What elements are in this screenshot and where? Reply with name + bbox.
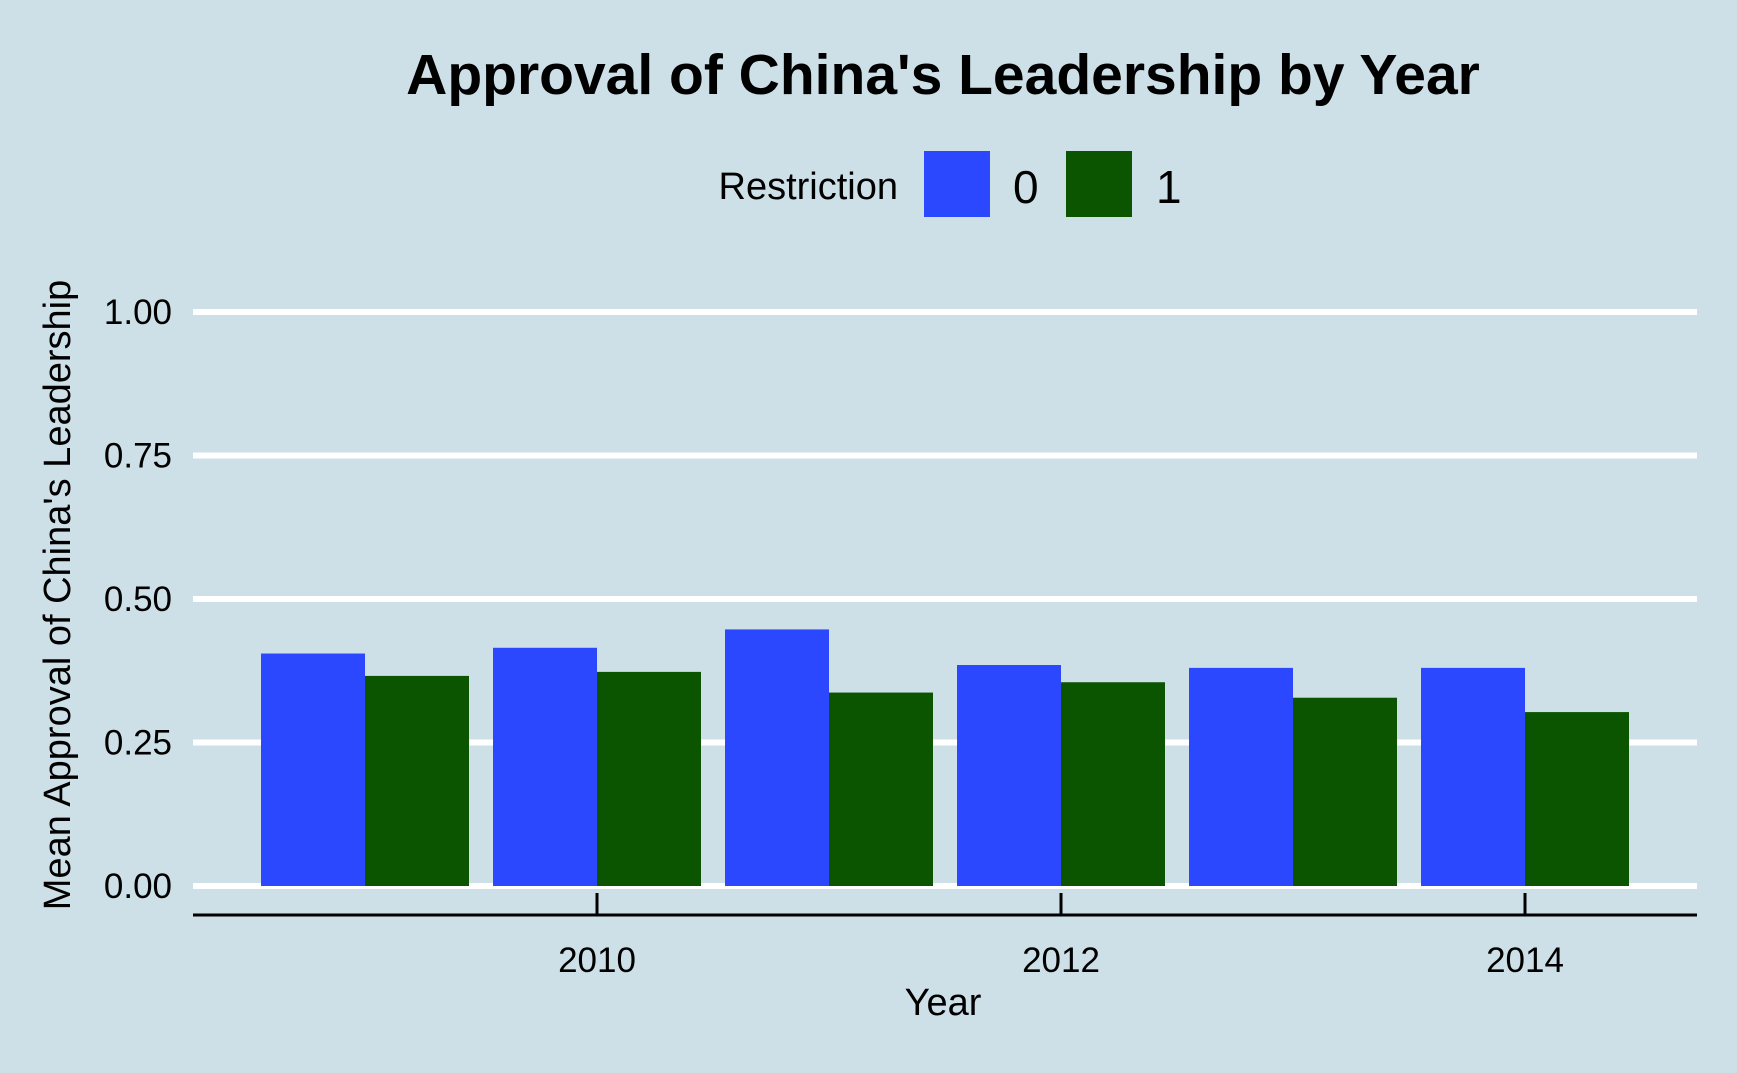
chart-title: Approval of China's Leadership by Year (406, 43, 1480, 107)
bar (1061, 682, 1165, 886)
bar (829, 692, 933, 886)
bar (1293, 697, 1397, 886)
y-tick-label: 1.00 (104, 293, 172, 332)
x-tick-label: 2010 (558, 941, 636, 980)
bars (261, 629, 1629, 886)
bar (957, 665, 1061, 886)
bar (493, 647, 597, 886)
legend-label-0: 0 (1013, 161, 1039, 213)
bar (365, 675, 469, 886)
y-tick-label: 0.25 (104, 724, 172, 763)
bar (725, 629, 829, 886)
legend-swatch-0 (924, 151, 990, 217)
bar (1525, 712, 1629, 886)
x-tick-label: 2012 (1022, 941, 1100, 980)
legend-title: Restriction (719, 166, 899, 208)
legend-swatch-1 (1066, 151, 1132, 217)
y-axis-title: Mean Approval of China's Leadership (37, 280, 79, 910)
y-tick-label: 0.50 (104, 580, 172, 619)
bar (261, 653, 365, 886)
y-tick-label: 0.75 (104, 437, 172, 476)
bar (1189, 667, 1293, 886)
y-tick-label: 0.00 (104, 867, 172, 906)
x-tick-label: 2014 (1486, 941, 1564, 980)
bar (1421, 667, 1525, 886)
legend: Restriction 0 1 (719, 151, 1182, 217)
x-axis-title: Year (905, 982, 982, 1024)
x-axis: 2010 2012 2014 (193, 893, 1697, 980)
bar (597, 671, 701, 886)
y-axis-ticks: 0.00 0.25 0.50 0.75 1.00 (104, 293, 172, 906)
legend-label-1: 1 (1156, 161, 1182, 213)
